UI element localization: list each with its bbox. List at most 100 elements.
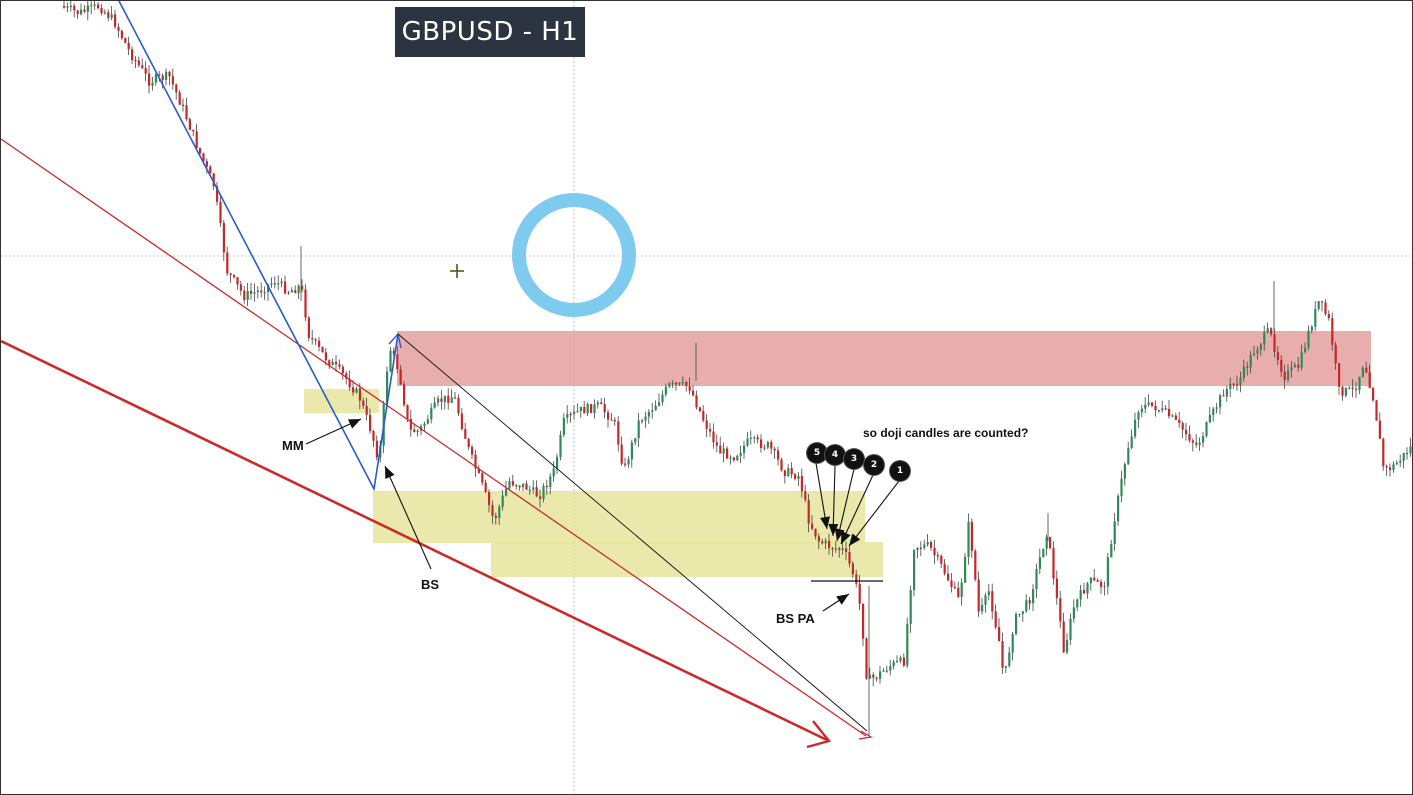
candle [950, 572, 953, 593]
candle-body-bull [1042, 548, 1045, 558]
candle-body-bull [1314, 308, 1317, 327]
candle [542, 483, 545, 503]
candle-body-bull [1239, 377, 1242, 386]
candle-body-bear [182, 104, 185, 106]
candle-body-bear [1083, 590, 1086, 594]
candle [1273, 328, 1276, 358]
candle-body-bear [188, 119, 191, 130]
candle-body-bull [290, 290, 293, 293]
candle [800, 468, 803, 498]
candle [318, 337, 321, 352]
candle [1253, 345, 1256, 357]
candle-body-bear [1355, 388, 1358, 390]
candle-body-bear [171, 76, 174, 85]
candle [875, 676, 878, 682]
candle [940, 554, 943, 569]
candle [596, 400, 599, 409]
candle [539, 489, 542, 508]
candle [185, 97, 188, 122]
candle-body-bear [73, 5, 76, 11]
candle [1212, 406, 1215, 422]
chart-title: GBPUSD - H1 [395, 7, 585, 57]
candle-body-bear [610, 419, 613, 421]
candle [1069, 613, 1072, 645]
candle-body-bear [134, 60, 137, 62]
candle-body-bear [1389, 467, 1392, 471]
candle [1147, 394, 1150, 407]
count-arrow-4-head [828, 523, 839, 536]
candle [586, 402, 589, 417]
candle [994, 604, 997, 630]
candle [216, 182, 219, 206]
candle [892, 659, 895, 670]
candle-body-bear [1168, 408, 1171, 417]
candle [1120, 470, 1123, 503]
candle [559, 430, 562, 461]
candle [675, 381, 678, 391]
bs-arrow [384, 465, 432, 570]
candle-body-bear [1246, 366, 1249, 368]
candle [902, 653, 905, 668]
candle [862, 603, 865, 647]
candle [175, 83, 178, 100]
candle [260, 282, 263, 298]
candle-body-bull [1025, 600, 1028, 612]
candle-body-bear [872, 674, 875, 678]
candle-body-bear [219, 201, 222, 223]
candle [1168, 400, 1171, 419]
candle [494, 512, 497, 525]
candle [256, 286, 259, 299]
candle-body-bear [777, 450, 780, 460]
candle [1242, 359, 1245, 382]
candle [729, 455, 732, 465]
candle [644, 411, 647, 428]
candle [1338, 362, 1341, 395]
candle-body-bull [596, 402, 599, 405]
candle-body-bear [535, 487, 538, 497]
candle [1045, 534, 1048, 556]
candle [1263, 325, 1266, 351]
bs-pa-label: BS PA [776, 611, 815, 626]
candle [331, 358, 334, 366]
candle [1229, 377, 1232, 398]
candle-body-bear [348, 378, 351, 388]
doji-question-label: so doji candles are counted? [863, 426, 1029, 440]
candle-body-bear [233, 274, 236, 278]
candle-body-bull [1215, 407, 1218, 409]
candle-body-bull [277, 283, 280, 285]
candle-body-bear [369, 414, 372, 431]
candle-body-bear [457, 397, 460, 414]
candle-body-bear [518, 485, 521, 488]
candle [311, 330, 314, 345]
candle [1113, 513, 1116, 551]
candle-body-bear [511, 481, 514, 486]
candle-body-bear [1331, 318, 1334, 345]
count-arrow-1-shaft [848, 480, 900, 547]
candle-body-bull [1229, 383, 1232, 389]
candle-body-bear [583, 406, 586, 414]
candle [1344, 387, 1347, 398]
candle [977, 571, 980, 617]
candle-body-bear [620, 444, 623, 464]
candle [1205, 421, 1208, 438]
candle-body-bear [831, 548, 834, 550]
candle-body-bull [1259, 344, 1262, 350]
candle-body-bear [464, 429, 467, 439]
candle-body-bear [712, 431, 715, 443]
candle [430, 403, 433, 424]
candle-body-bull [984, 595, 987, 605]
candle-body-bear [919, 547, 922, 549]
candle-body-bull [1144, 404, 1147, 409]
candle [845, 541, 848, 561]
candle-body-bear [994, 611, 997, 628]
candle-body-bull [1137, 412, 1140, 420]
bs-arrow-shaft [384, 465, 432, 570]
candle-body-bear [858, 583, 861, 604]
candle [970, 518, 973, 558]
bs-pa-arrow [822, 593, 850, 612]
candle-body-bull [896, 660, 899, 663]
candle-body-bear [947, 573, 950, 581]
candle-body-bull [824, 540, 827, 544]
